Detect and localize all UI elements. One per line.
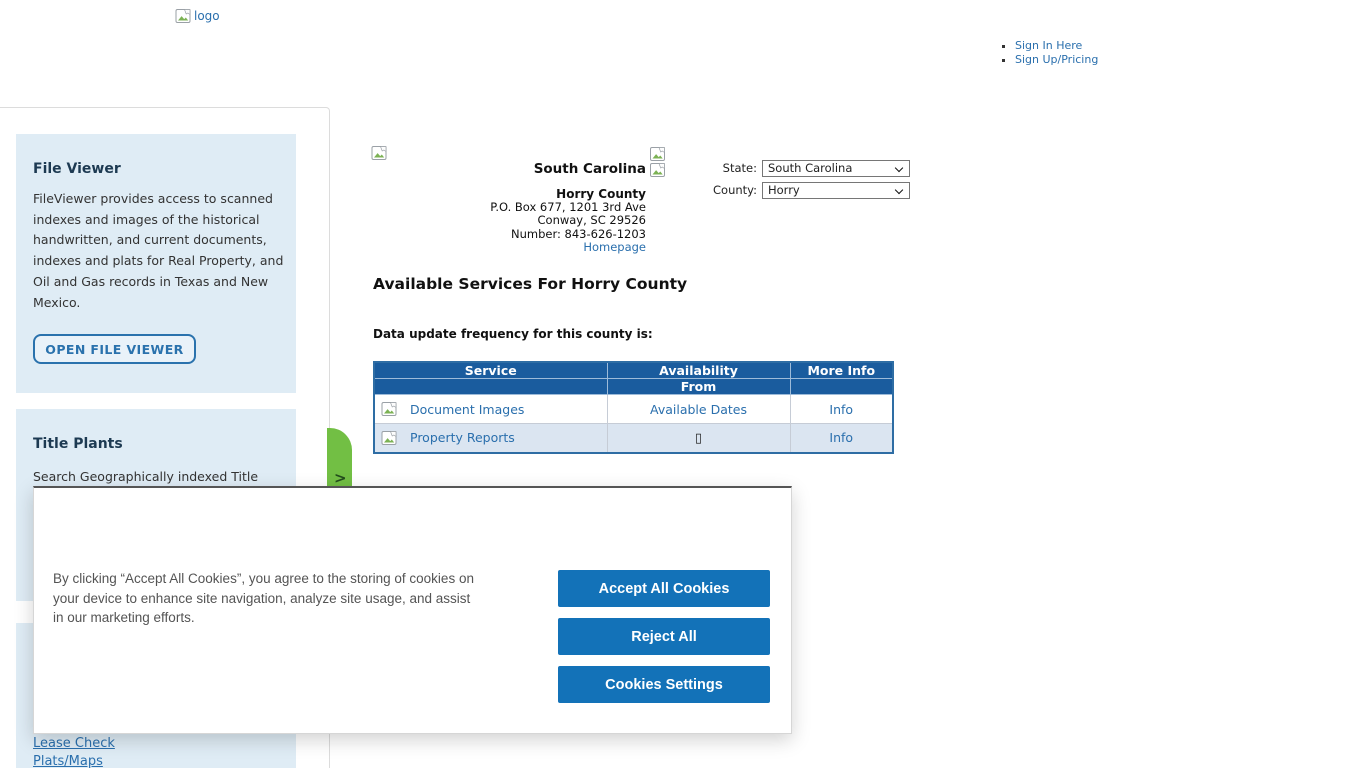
description-line: indexes and plats for Real Property, and — [33, 253, 284, 269]
state-seal-broken-images — [649, 146, 666, 178]
site-logo[interactable]: logo — [175, 8, 220, 24]
state-select-label: State: — [722, 161, 757, 175]
column-header-availability: Availability — [606, 361, 791, 379]
file-viewer-title: File Viewer — [33, 161, 121, 177]
county-header: South Carolina Horry County P.O. Box 677… — [373, 160, 646, 254]
cookies-settings-button[interactable]: Cookies Settings — [558, 666, 770, 703]
title-plants-description: Search Geographically indexed Title — [33, 469, 259, 484]
chevron-down-icon — [894, 185, 904, 194]
sign-up-pricing-link[interactable]: Sign Up/Pricing — [1015, 52, 1099, 66]
services-table: Service Availability More Info From Docu… — [373, 361, 894, 454]
broken-image-icon — [650, 163, 665, 177]
county-name: Horry County — [556, 187, 646, 201]
table-row: Document Images Available Dates Info — [373, 394, 894, 424]
logo-alt-text: logo — [194, 9, 220, 23]
address-line: Conway, SC 29526 — [537, 213, 647, 228]
table-header-row: Service Availability More Info — [373, 361, 894, 379]
title-plants-title: Title Plants — [33, 436, 123, 452]
table-row: Property Reports ▯ Info — [373, 423, 894, 453]
state-name-heading: South Carolina — [533, 161, 646, 177]
available-dates-link[interactable]: Available Dates — [650, 401, 747, 417]
cookie-message-line: By clicking “Accept All Cookies”, you ag… — [53, 571, 474, 586]
table-header-row: From — [373, 378, 894, 395]
chevron-right-icon: > — [334, 469, 347, 487]
account-links: Sign In Here Sign Up/Pricing — [1002, 39, 1099, 67]
column-header-from: From — [606, 378, 791, 395]
county-select[interactable]: Horry — [762, 181, 910, 199]
broken-image-icon — [381, 430, 397, 445]
county-select-label: County: — [713, 183, 757, 197]
column-header-service: Service — [373, 361, 608, 379]
cookie-message-line: your device to enhance site navigation, … — [53, 590, 471, 606]
document-images-link[interactable]: Document Images — [410, 401, 525, 417]
reject-all-button[interactable]: Reject All — [558, 618, 770, 655]
column-header-empty — [789, 378, 894, 395]
data-frequency-label: Data update frequency for this county is… — [373, 327, 653, 341]
lease-check-link[interactable]: Lease Check — [33, 736, 115, 751]
broken-image-icon — [650, 147, 665, 161]
description-line: Oil and Gas records in Texas and New — [33, 273, 269, 289]
broken-image-icon — [381, 402, 397, 416]
chevron-down-icon — [894, 163, 904, 172]
list-item: Sign In Here — [1015, 39, 1098, 53]
county-select-value: Horry — [768, 183, 800, 197]
cookie-message: By clicking “Accept All Cookies”, you ag… — [53, 569, 474, 628]
state-select-value: South Carolina — [768, 161, 853, 175]
file-viewer-panel: File Viewer FileViewer provides access t… — [16, 134, 296, 393]
plats-maps-link[interactable]: Plats/Maps — [33, 754, 103, 768]
file-viewer-description: FileViewer provides access to scanned in… — [33, 189, 283, 313]
sign-in-link[interactable]: Sign In Here — [1015, 39, 1083, 52]
cookie-consent-dialog: By clicking “Accept All Cookies”, you ag… — [33, 486, 792, 734]
homepage-link[interactable]: Homepage — [583, 239, 646, 254]
missing-glyph: ▯ — [694, 430, 703, 446]
phone-line: Number: 843-626-1203 — [511, 226, 646, 241]
description-line: FileViewer provides access to scanned — [33, 191, 273, 206]
description-line: indexes and images of the historical — [33, 211, 260, 227]
description-line: Mexico. — [33, 294, 81, 310]
page-title: Available Services For Horry County — [373, 275, 688, 293]
state-select[interactable]: South Carolina — [762, 159, 910, 177]
feedback-tab[interactable]: > — [327, 428, 352, 487]
info-link[interactable]: Info — [829, 430, 854, 446]
info-link[interactable]: Info — [829, 401, 854, 417]
column-header-more-info: More Info — [789, 361, 894, 379]
open-file-viewer-button[interactable]: OPEN FILE VIEWER — [33, 334, 196, 364]
broken-image-icon — [175, 9, 191, 23]
column-header-empty — [373, 378, 608, 395]
list-item: Sign Up/Pricing — [1015, 52, 1099, 67]
cookie-message-line: in our marketing efforts. — [53, 610, 195, 625]
address-line: P.O. Box 677, 1201 3rd Ave — [490, 200, 646, 215]
description-line: handwritten, and current documents, — [33, 232, 267, 248]
accept-all-cookies-button[interactable]: Accept All Cookies — [558, 570, 770, 607]
property-reports-link[interactable]: Property Reports — [410, 430, 515, 446]
broken-image-icon — [371, 146, 387, 160]
